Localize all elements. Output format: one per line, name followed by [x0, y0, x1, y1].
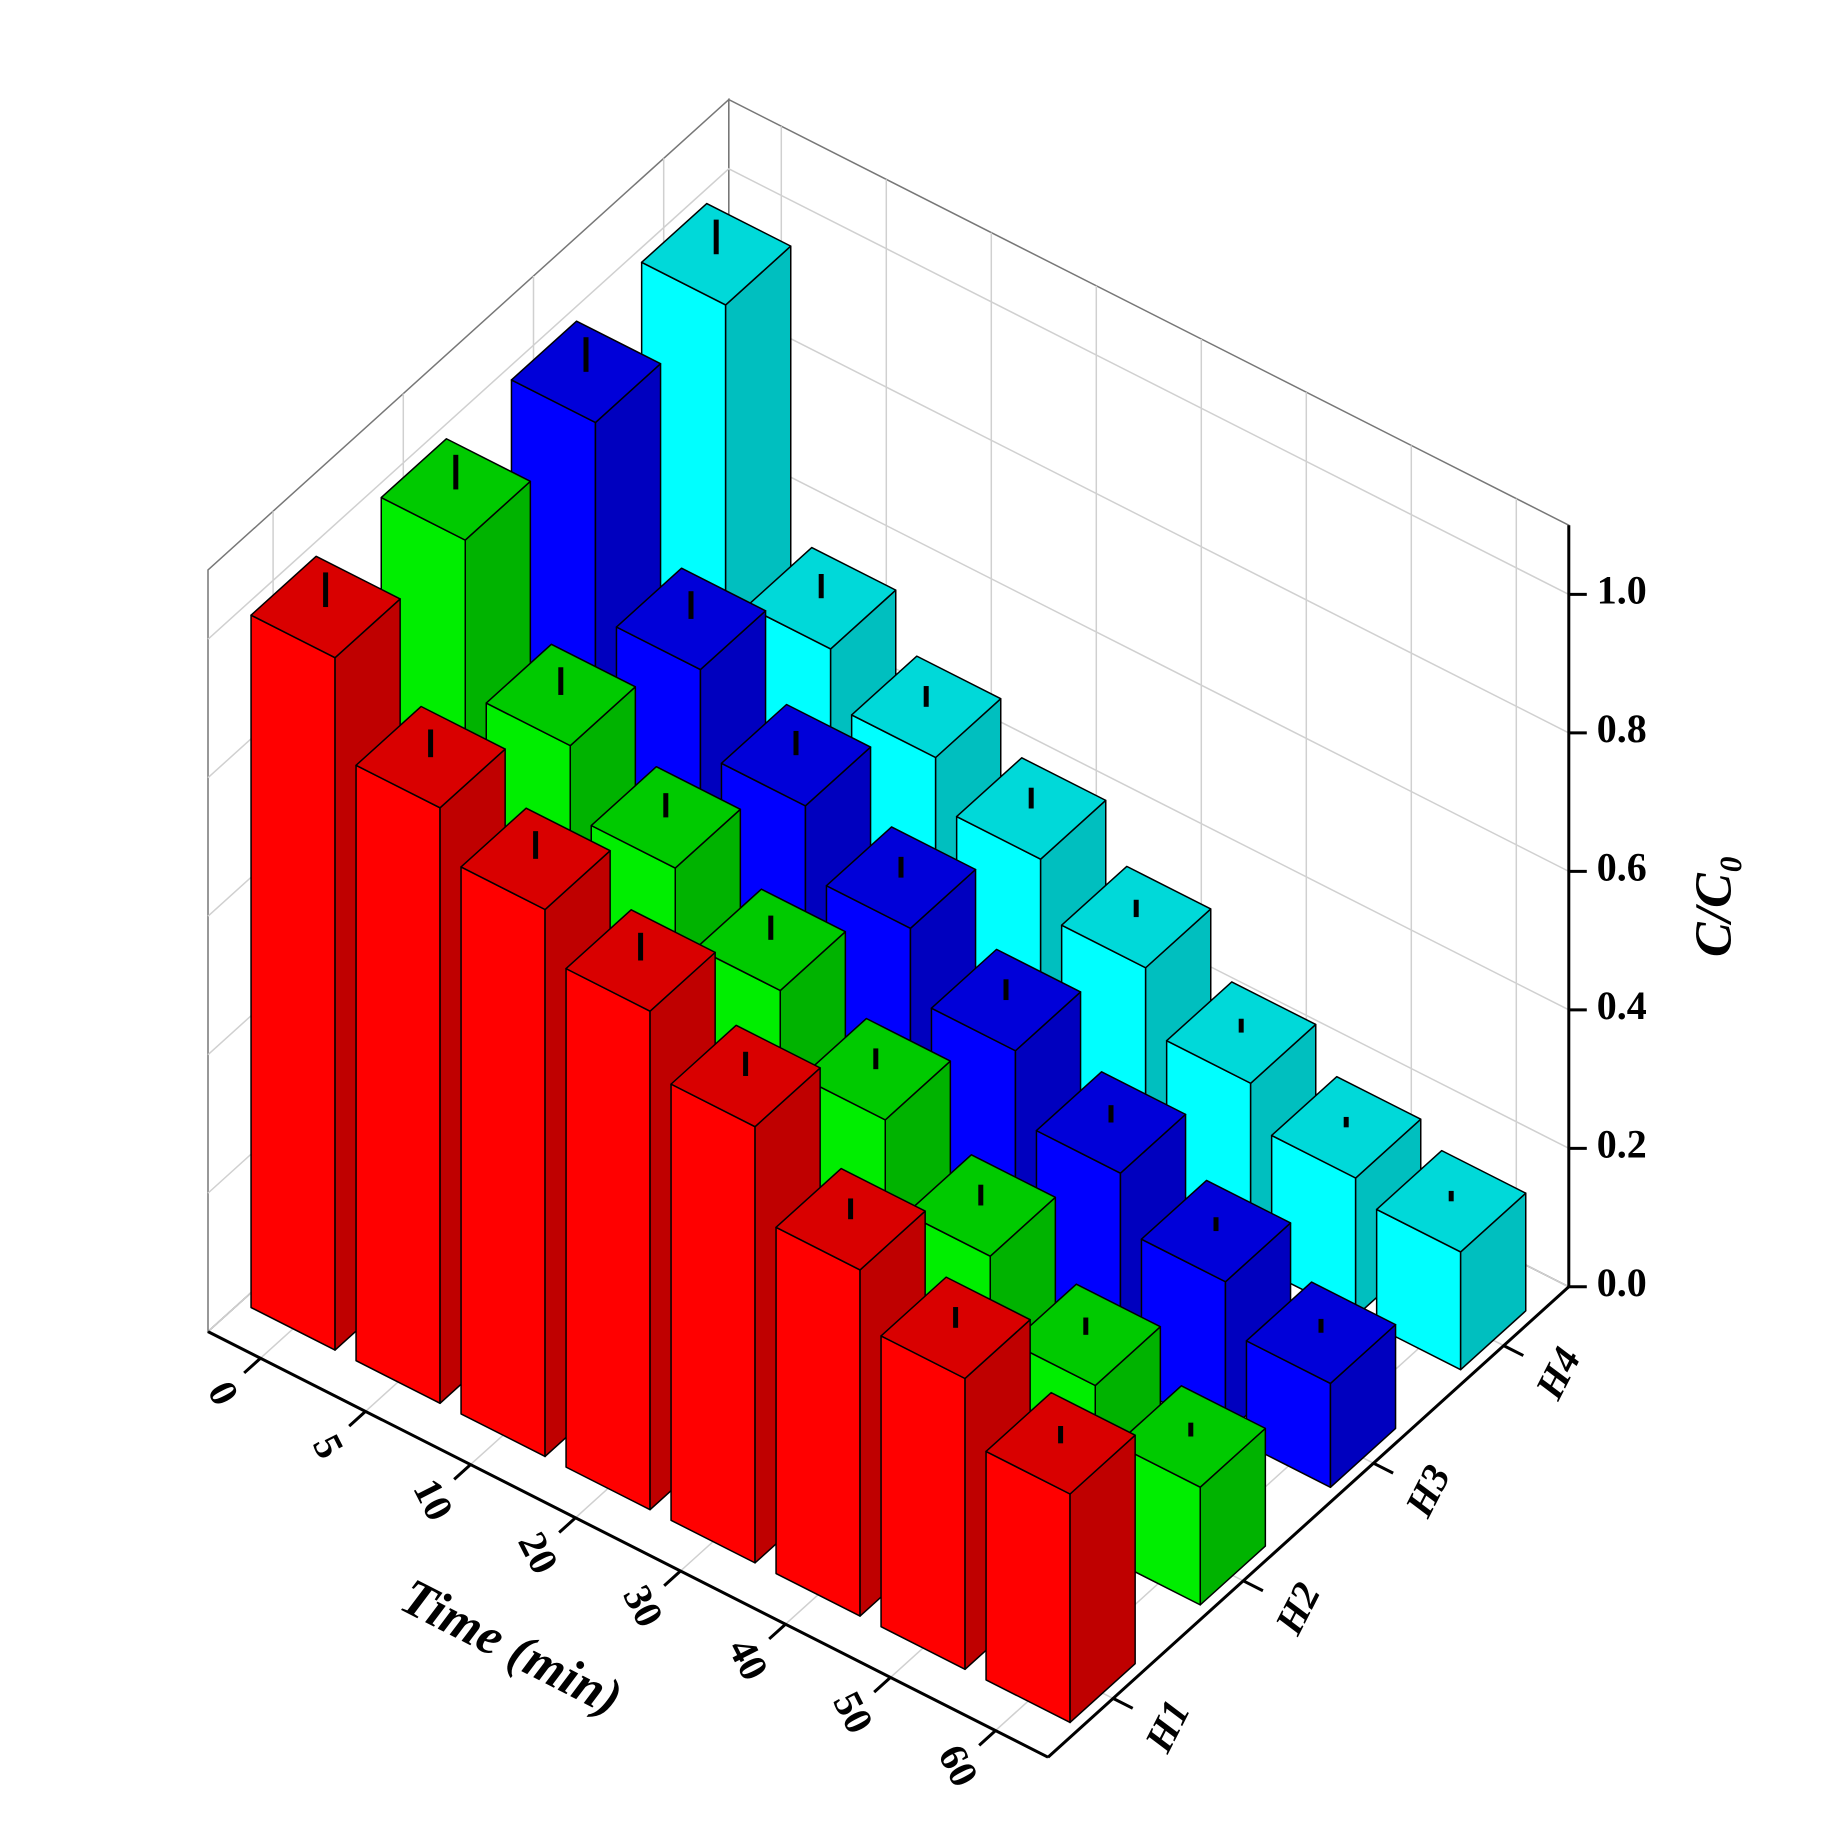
bar-top — [380, 438, 532, 541]
bar-top — [880, 1276, 1031, 1380]
bar-top — [745, 546, 897, 650]
z-tick-label: 1.0 — [1597, 568, 1647, 613]
series-tick-label: H1 — [1135, 1693, 1199, 1760]
bar-top — [985, 1391, 1136, 1495]
z-axis-title: C/C₀ — [1686, 855, 1743, 957]
z-tick-label: 0.0 — [1597, 1260, 1647, 1305]
bar-top — [460, 807, 611, 911]
series-axis — [1046, 1285, 1570, 1759]
series-tick — [1503, 1344, 1525, 1357]
z-tick-label: 0.2 — [1597, 1121, 1647, 1166]
x-tick-label: 0 — [199, 1374, 248, 1412]
x-axis-title: Time (min) — [392, 1568, 631, 1727]
series-tick — [1372, 1461, 1394, 1475]
bar-front — [355, 764, 441, 1405]
series-tick-label: H2 — [1265, 1575, 1329, 1642]
x-tick-label: 20 — [509, 1525, 567, 1581]
series-tick — [1112, 1697, 1134, 1710]
bar — [355, 705, 506, 1405]
x-tick — [768, 1623, 787, 1641]
bar-top — [670, 1024, 821, 1128]
x-axis — [207, 1330, 1049, 1759]
x-tick — [453, 1463, 472, 1481]
z-tick-label: 0.8 — [1597, 706, 1647, 751]
bar-front — [670, 1083, 756, 1564]
x-tick-label: 30 — [614, 1578, 672, 1634]
bar — [1115, 1385, 1267, 1606]
x-tick — [348, 1410, 367, 1428]
z-tick-label: 0.4 — [1597, 983, 1647, 1028]
bar — [1140, 1179, 1292, 1435]
x-tick-label: 60 — [929, 1737, 987, 1793]
series-tick-label: H4 — [1526, 1340, 1590, 1407]
bar — [670, 1024, 821, 1564]
bar-top — [1140, 1179, 1292, 1283]
bar-front — [460, 866, 546, 1458]
x-tick-label: 10 — [404, 1471, 462, 1527]
z-tick-label: 0.6 — [1597, 845, 1647, 890]
x-tick — [558, 1516, 577, 1534]
x-tick — [663, 1569, 682, 1587]
x-tick — [873, 1676, 892, 1694]
x-tick-label: 5 — [304, 1427, 353, 1465]
bar — [1375, 1149, 1527, 1371]
x-tick — [978, 1729, 997, 1747]
bar-front — [880, 1335, 966, 1671]
bar-front — [985, 1450, 1071, 1724]
grid-line — [207, 167, 1570, 640]
bar-front — [775, 1226, 861, 1617]
x-tick-label: 50 — [824, 1684, 882, 1740]
bar-front — [565, 967, 651, 1511]
bar — [985, 1391, 1136, 1724]
bar-top — [1115, 1385, 1267, 1488]
bar-front — [250, 614, 336, 1351]
bar-top — [775, 1167, 926, 1271]
series-tick — [1242, 1579, 1264, 1593]
x-tick-label: 40 — [719, 1631, 777, 1687]
series-tick-label: H3 — [1396, 1458, 1460, 1525]
x-tick — [243, 1357, 262, 1375]
